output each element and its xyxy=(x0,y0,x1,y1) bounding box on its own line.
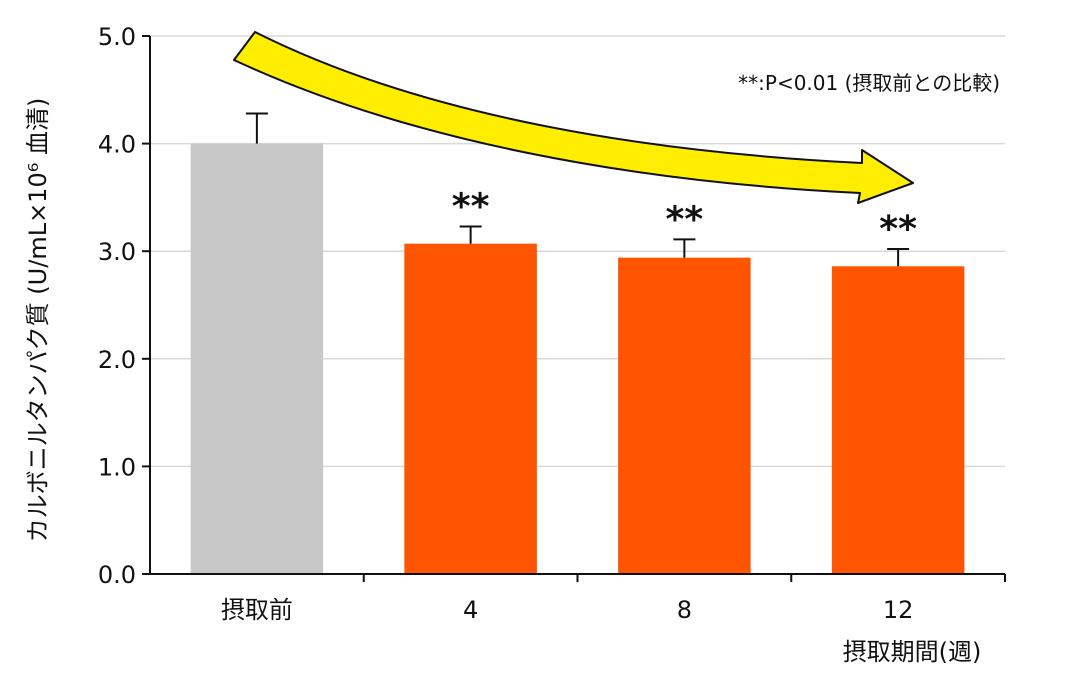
y-tick-label: 0.0 xyxy=(98,561,136,589)
x-axis-label: 摂取期間(週) xyxy=(843,638,982,666)
y-axis-label: カルボニルタンパク質 (U/mL×10⁶ 血清) xyxy=(24,98,52,543)
y-tick-label: 3.0 xyxy=(98,238,136,266)
y-tick-label: 5.0 xyxy=(98,23,136,51)
y-tick-label: 4.0 xyxy=(98,131,136,159)
significance-marker: ** xyxy=(666,199,704,240)
trend-arrow xyxy=(233,31,914,204)
bars: ** ** ** xyxy=(190,112,965,574)
x-tick-label: 8 xyxy=(677,596,692,624)
y-tick-label: 2.0 xyxy=(98,346,136,374)
x-ticks: 摂取前 4 8 12 xyxy=(221,574,1006,624)
significance-marker: ** xyxy=(452,186,490,227)
bar xyxy=(190,143,324,574)
bar xyxy=(831,266,965,574)
trend-arrow-shape xyxy=(233,31,914,204)
y-ticks: 0.0 1.0 2.0 3.0 4.0 5.0 xyxy=(98,23,150,589)
significance-marker: ** xyxy=(879,209,917,250)
bar xyxy=(404,243,537,574)
x-tick-label: 摂取前 xyxy=(221,596,293,624)
y-tick-label: 1.0 xyxy=(98,453,136,481)
x-tick-label: 4 xyxy=(463,596,478,624)
bar xyxy=(618,257,751,574)
significance-note: **:P<0.01 (摂取前との比較) xyxy=(738,71,1000,95)
x-tick-label: 12 xyxy=(883,596,914,624)
